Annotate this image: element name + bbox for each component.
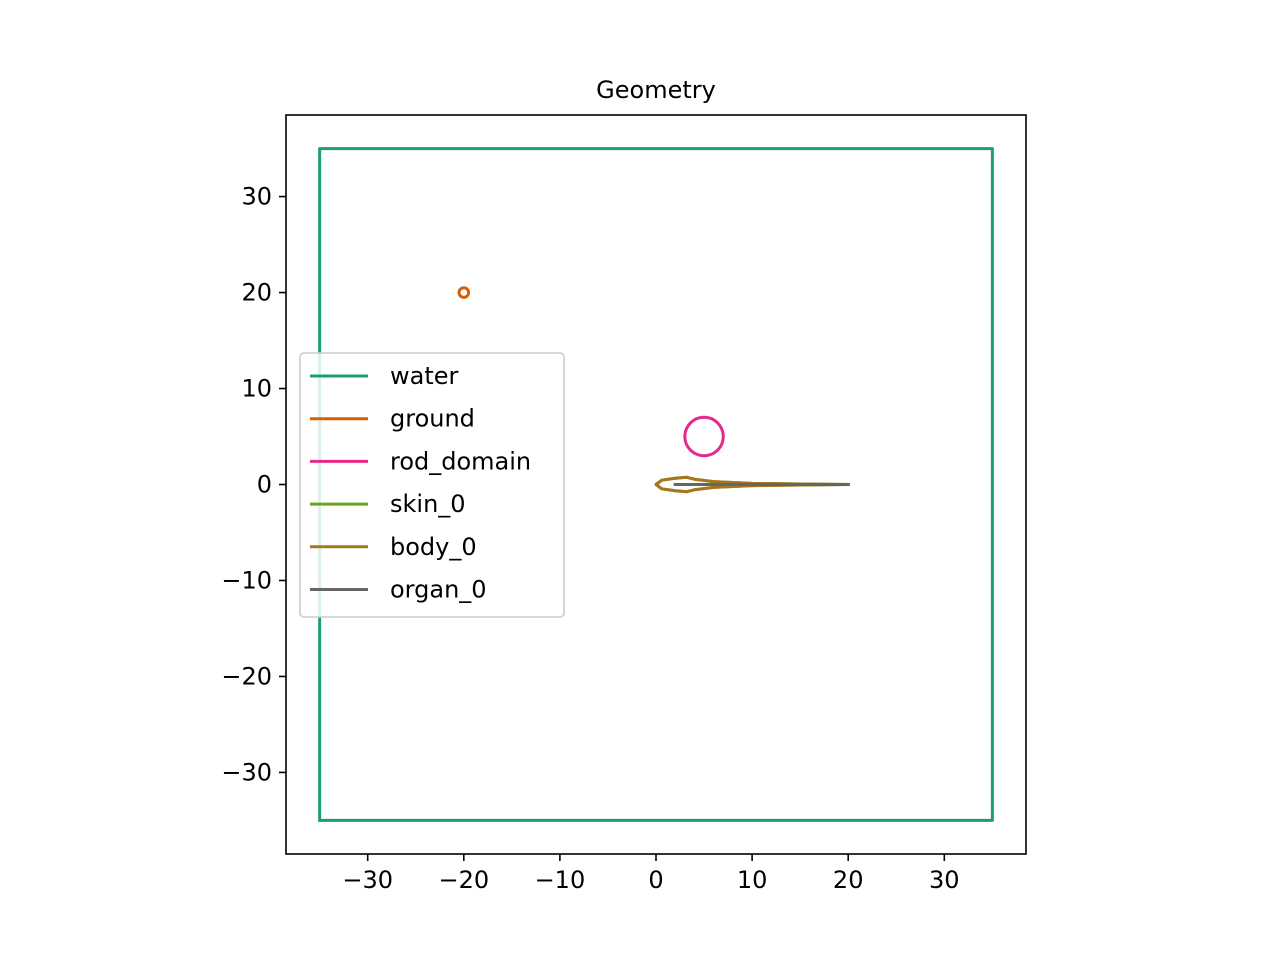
y-tick-label: 10	[241, 375, 272, 403]
y-tick-label: −20	[221, 662, 272, 690]
y-tick-label: −10	[221, 566, 272, 594]
y-tick-label: 0	[257, 471, 272, 499]
x-tick-label: −10	[535, 866, 586, 894]
chart-title: Geometry	[596, 76, 716, 104]
legend-label: rod_domain	[390, 447, 531, 475]
x-axis: −30 −20 −10 0 10 20 30	[342, 854, 960, 894]
x-tick-label: −30	[342, 866, 393, 894]
series-rod-domain	[683, 415, 725, 458]
x-tick-label: 0	[648, 866, 663, 894]
legend-label: body_0	[390, 533, 477, 561]
y-tick-label: 20	[241, 279, 272, 307]
y-axis: −30 −20 −10 0 10 20 30	[221, 183, 286, 786]
x-tick-label: 10	[737, 866, 768, 894]
y-tick-label: −30	[221, 758, 272, 786]
legend: water ground rod_domain skin_0 body_0 organ_0	[299, 352, 565, 618]
x-tick-label: 20	[833, 866, 864, 894]
legend-label: ground	[390, 405, 475, 433]
legend-label: organ_0	[390, 576, 487, 604]
x-tick-label: −20	[438, 866, 489, 894]
series-ground	[457, 286, 471, 299]
legend-label: water	[390, 362, 459, 390]
series-body-0	[654, 475, 850, 494]
y-tick-label: 30	[241, 183, 272, 211]
x-tick-label: 30	[929, 866, 960, 894]
legend-label: skin_0	[390, 490, 466, 518]
